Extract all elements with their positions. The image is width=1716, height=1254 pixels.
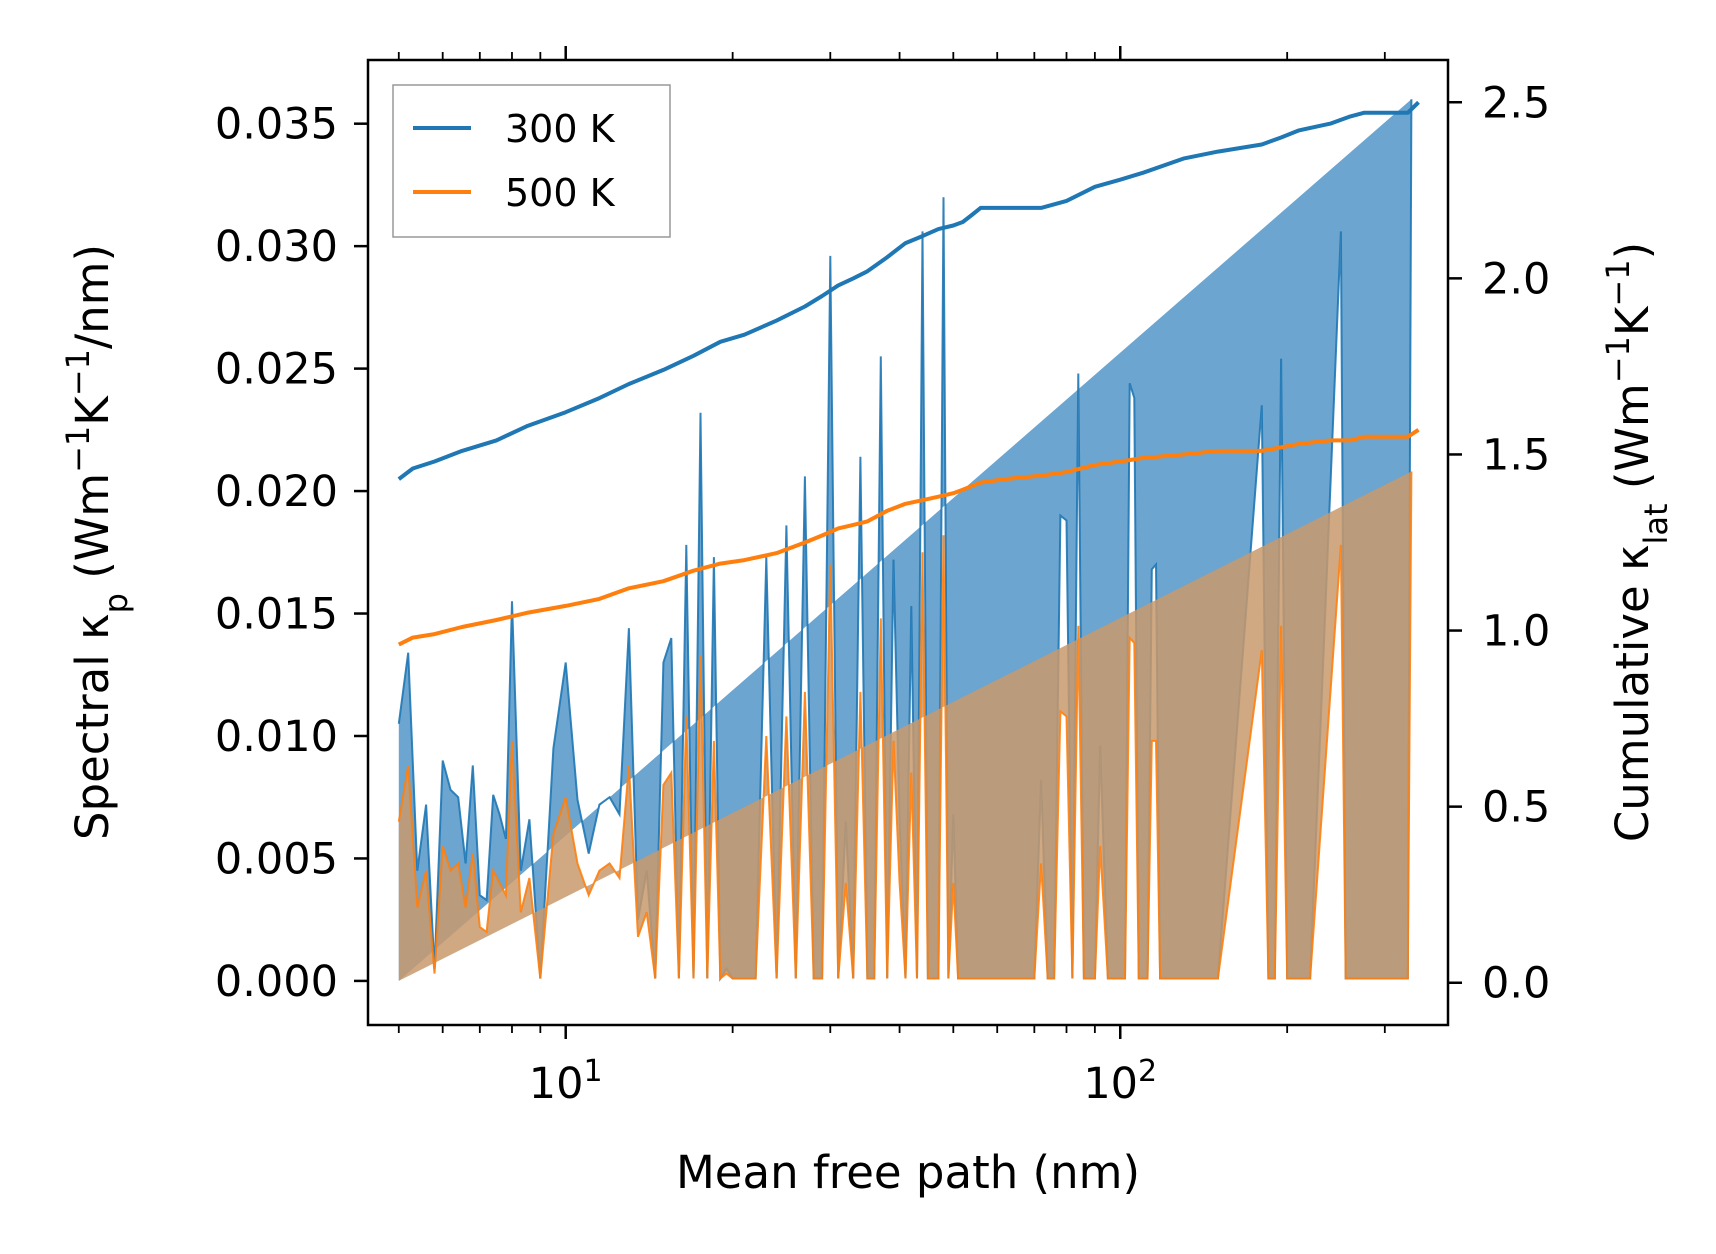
cumulative-line-500k: [397, 428, 1420, 647]
plot-area: [397, 99, 1420, 982]
right-y-tick-label: 2.0: [1482, 254, 1550, 304]
x-tick-label-10-2: 102: [1083, 1054, 1157, 1110]
legend-label-500k: 500 K: [505, 171, 616, 215]
left-y-tick-label: 0.030: [215, 222, 338, 272]
x-tick-labels: 101 102: [529, 1054, 1157, 1110]
right-y-tick-label: 1.5: [1482, 430, 1550, 480]
left-y-axis-label: Spectral κp (Wm−1K−1/nm): [59, 244, 135, 840]
spectral-line-500k: [397, 471, 1413, 981]
right-y-tick-label: 0.0: [1482, 959, 1550, 1009]
left-y-tick-label: 0.015: [215, 590, 338, 640]
left-y-tick-label: 0.005: [215, 834, 338, 884]
axis-ticks: [354, 46, 1462, 1039]
axes-frame: [366, 58, 1450, 1027]
legend-box: [392, 84, 671, 238]
legend: 300 K 500 K: [392, 84, 671, 238]
right-y-tick-labels: 0.0 0.5 1.0 1.5 2.0 2.5: [1482, 78, 1550, 1008]
x-tick-label-10-1: 101: [529, 1054, 603, 1110]
x-axis-label: Mean free path (nm): [676, 1146, 1140, 1199]
left-y-tick-label: 0.010: [215, 712, 338, 762]
right-y-tick-label: 0.5: [1482, 783, 1550, 833]
left-y-tick-label: 0.020: [215, 467, 338, 517]
right-y-axis-label: Cumulative κlat (Wm−1K−1): [1599, 242, 1675, 842]
right-y-tick-label: 2.5: [1482, 78, 1550, 128]
left-y-tick-label: 0.035: [215, 100, 338, 150]
cumulative-line-300k: [397, 100, 1420, 481]
left-y-tick-label: 0.000: [215, 957, 338, 1007]
right-y-tick-label: 1.0: [1482, 607, 1550, 657]
legend-label-300k: 300 K: [505, 107, 616, 151]
left-y-tick-label: 0.025: [215, 345, 338, 395]
left-y-tick-labels: 0.000 0.005 0.010 0.015 0.020 0.025 0.03…: [215, 100, 338, 1007]
